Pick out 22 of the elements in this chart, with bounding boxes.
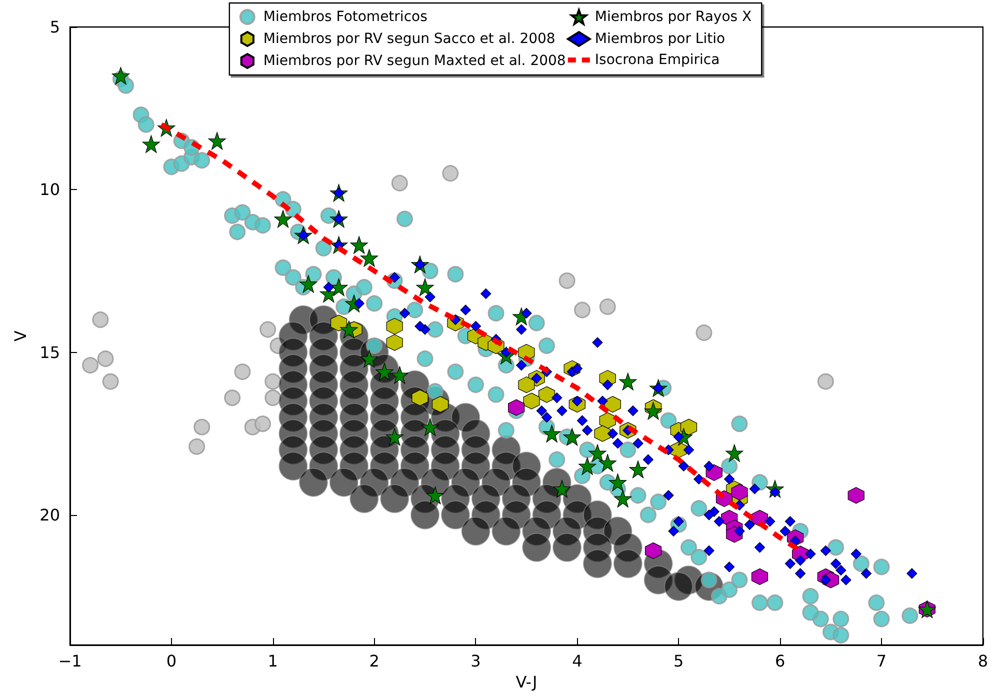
- x-tick-label: 8: [978, 652, 988, 670]
- y-tick-label: 15: [40, 342, 60, 362]
- x-tick-label: 6: [774, 652, 786, 670]
- y-tick-label: 10: [40, 180, 60, 200]
- legend-label: Miembros por RV segun Sacco et al. 2008: [263, 31, 556, 47]
- y-tick-label: 5: [50, 18, 60, 36]
- legend-label: Miembros por Rayos X: [594, 9, 752, 25]
- y-axis-title: V: [11, 330, 30, 342]
- x-tick-label: 7: [876, 652, 887, 670]
- legend-label: Isocrona Empirica: [594, 52, 720, 68]
- x-tick-label: −1: [58, 652, 82, 670]
- legend-label: Miembros Fotometricos: [263, 9, 428, 25]
- x-tick-label: 3: [470, 652, 481, 670]
- x-axis-title: V-J: [516, 672, 538, 692]
- y-tick-label: 20: [40, 505, 60, 524]
- x-tick-label: 0: [166, 652, 177, 670]
- x-tick-label: 5: [674, 652, 684, 670]
- x-tick-label: 4: [572, 652, 582, 670]
- legend-label: Miembros por Litio: [594, 31, 726, 47]
- x-tick-label: 1: [268, 652, 278, 670]
- x-tick-label: 2: [369, 652, 380, 670]
- legend-label: Miembros por RV segun Maxted et al. 2008: [263, 53, 566, 69]
